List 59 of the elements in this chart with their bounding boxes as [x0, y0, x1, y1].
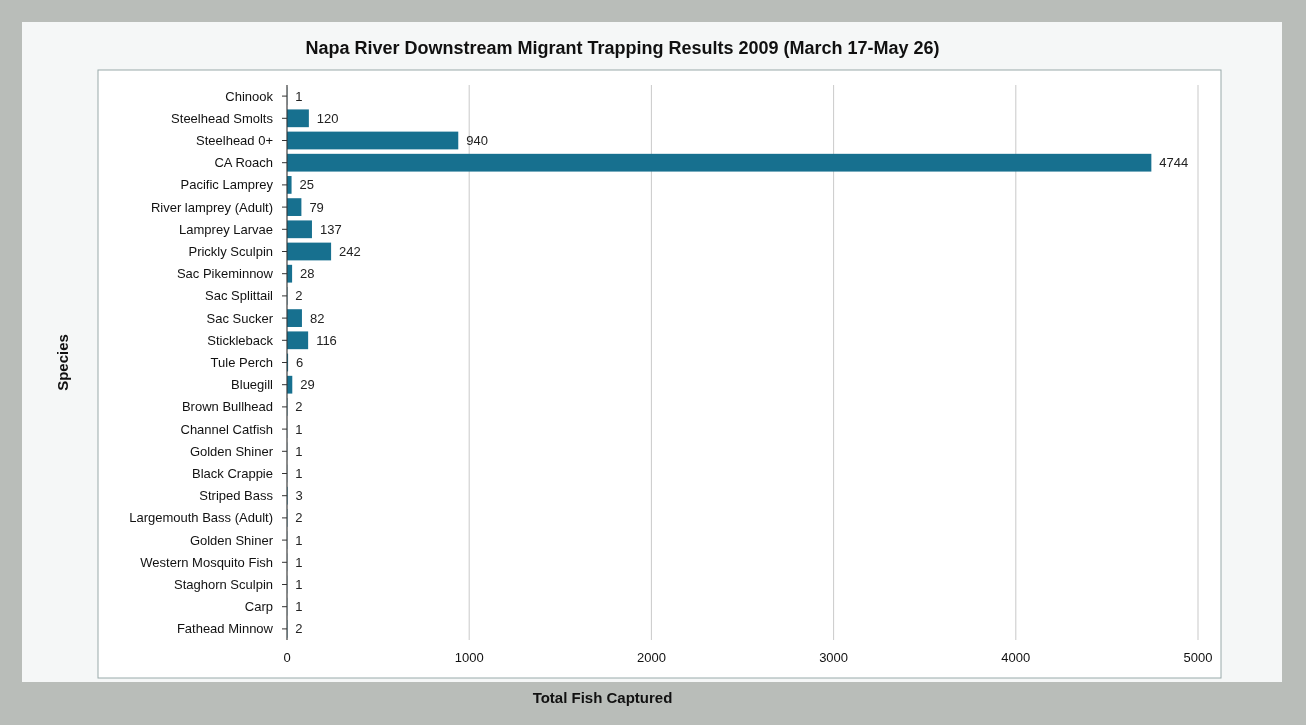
data-label: 28 — [300, 266, 315, 282]
y-tick-label: Pacific Lamprey — [180, 177, 274, 193]
data-label: 1 — [295, 577, 303, 593]
y-tick-label: Channel Catfish — [180, 421, 273, 437]
y-tick-label: Striped Bass — [199, 488, 274, 504]
data-label: 3 — [295, 488, 303, 504]
y-tick-label: Tule Perch — [210, 355, 273, 371]
data-label: 120 — [316, 110, 339, 126]
data-label: 1 — [295, 88, 303, 104]
y-axis-title: Species — [54, 334, 71, 391]
y-tick-label: Stickleback — [207, 332, 274, 348]
data-label: 79 — [309, 199, 324, 215]
data-label: 116 — [316, 332, 337, 348]
y-tick-label: Sac Sucker — [206, 310, 274, 326]
y-tick-label: Prickly Sculpin — [188, 244, 273, 260]
data-label: 1 — [295, 532, 303, 548]
data-label: 940 — [466, 133, 488, 149]
data-label: 1 — [295, 599, 303, 615]
y-tick-label: Largemouth Bass (Adult) — [129, 510, 273, 526]
x-axis-title: Total Fish Captured — [532, 689, 673, 706]
data-label: 1 — [295, 466, 303, 482]
x-tick-label: 2000 — [636, 650, 666, 665]
data-label: 1 — [295, 443, 303, 459]
y-tick-label: Black Crappie — [192, 466, 273, 482]
chart-title: Napa River Downstream Migrant Trapping Results 2009 (March 17-May 26) — [305, 38, 940, 58]
data-label: 25 — [299, 177, 315, 193]
x-tick-label: 4000 — [1001, 650, 1031, 665]
y-tick-label: Golden Shiner — [189, 532, 274, 548]
y-tick-label: Golden Shiner — [189, 443, 274, 459]
data-label: 1 — [295, 421, 303, 437]
x-tick-label: 5000 — [1183, 650, 1213, 665]
data-label: 2 — [295, 621, 303, 637]
x-tick-label: 0 — [283, 650, 291, 665]
y-tick-label: Carp — [244, 599, 273, 615]
data-label: 137 — [319, 221, 342, 237]
y-tick-label: Sac Splittail — [205, 288, 274, 304]
y-tick-label: Fathead Minnow — [176, 621, 274, 637]
y-tick-label: River lamprey (Adult) — [150, 199, 273, 215]
data-label: 242 — [339, 244, 361, 260]
data-label: 2 — [295, 288, 303, 304]
y-tick-label: CA Roach — [214, 155, 273, 171]
y-tick-label: Sac Pikeminnow — [176, 266, 274, 282]
y-tick-label: Steelhead Smolts — [171, 110, 274, 126]
y-tick-label: Western Mosquito Fish — [140, 554, 273, 570]
y-tick-label: Lamprey Larvae — [179, 221, 273, 237]
x-tick-label: 1000 — [454, 650, 484, 665]
y-tick-label: Chinook — [225, 88, 274, 104]
data-label: 1 — [295, 554, 303, 570]
y-tick-label: Steelhead 0+ — [196, 133, 273, 149]
y-tick-label: Staghorn Sculpin — [173, 577, 273, 593]
data-label: 4744 — [1159, 155, 1189, 171]
data-label: 2 — [295, 399, 303, 415]
data-label: 6 — [296, 355, 304, 371]
data-label: 29 — [300, 377, 315, 393]
y-tick-label: Bluegill — [231, 377, 274, 393]
x-tick-label: 3000 — [819, 650, 849, 665]
data-label: 82 — [309, 310, 325, 326]
data-label: 2 — [295, 510, 303, 526]
y-tick-label: Brown Bullhead — [181, 399, 273, 415]
